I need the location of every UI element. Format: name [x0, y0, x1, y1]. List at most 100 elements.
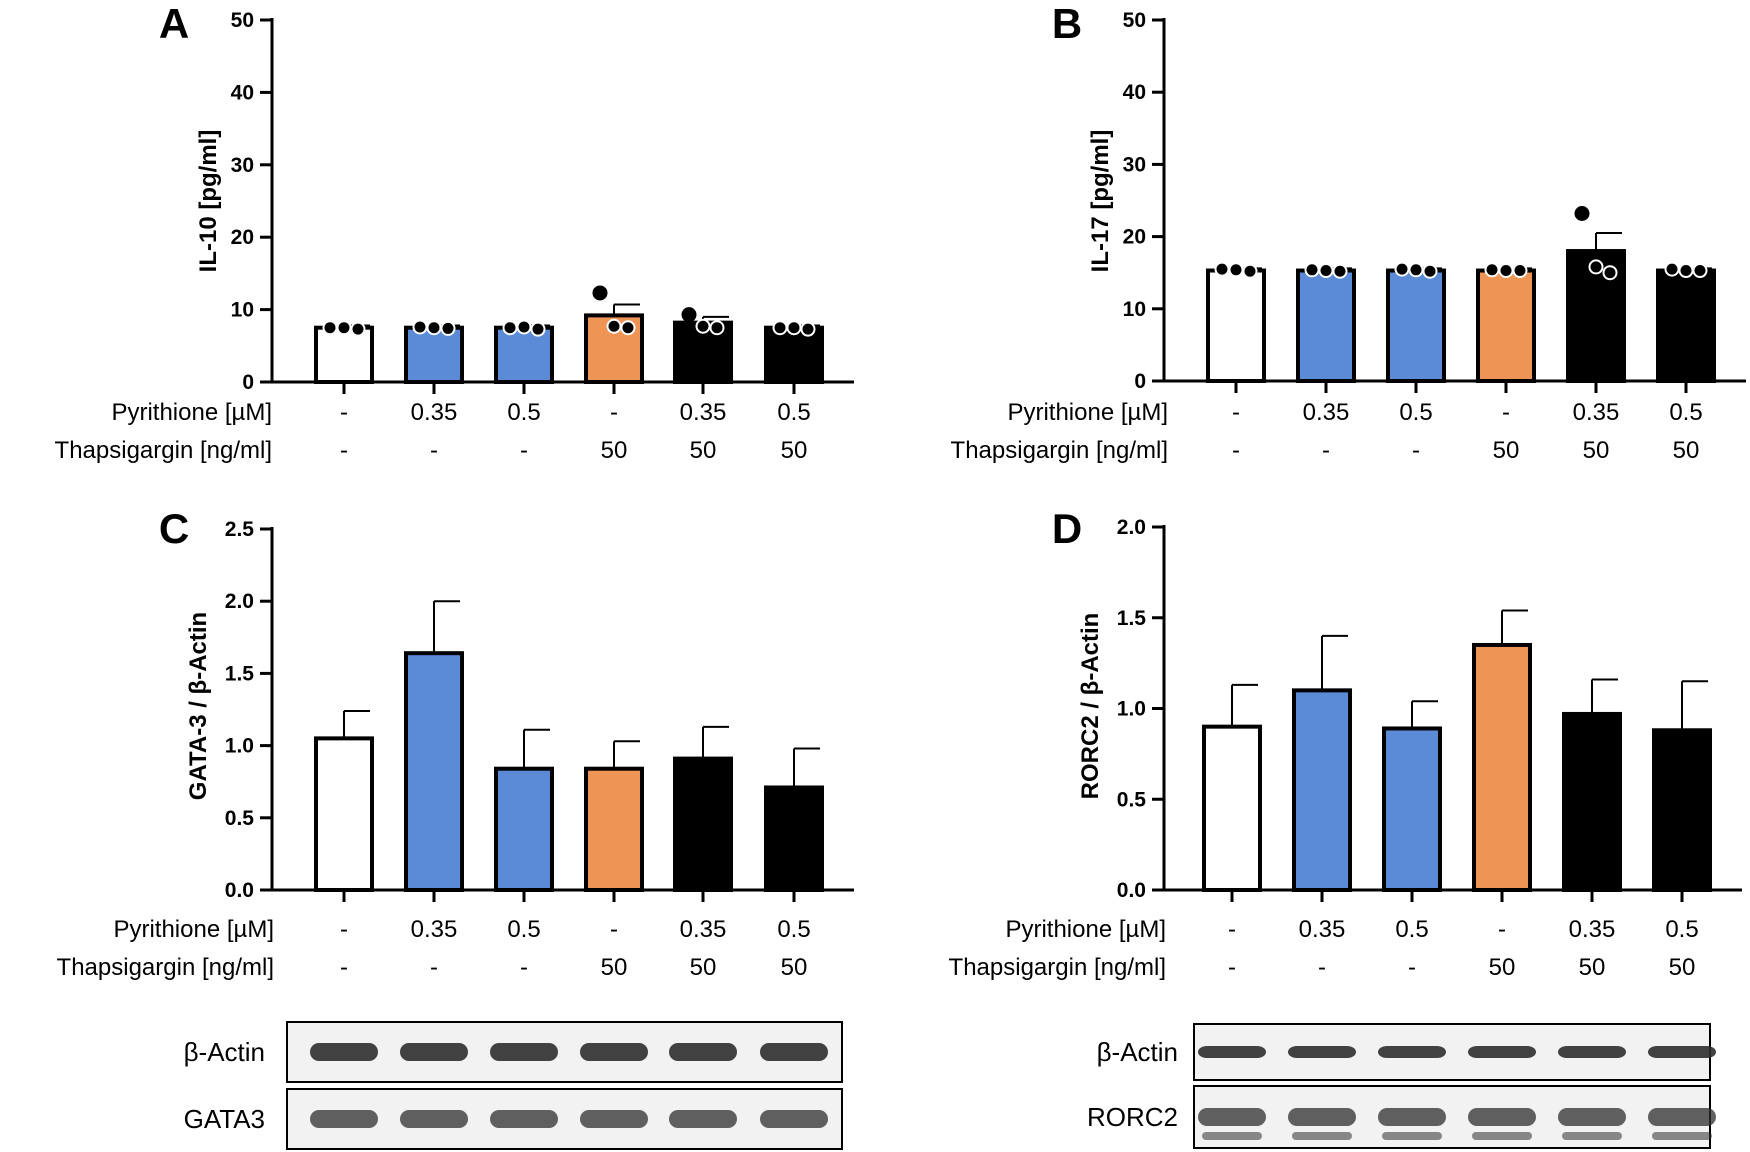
- pyrithione-value: -: [1228, 916, 1236, 943]
- data-point: [786, 320, 802, 336]
- blot-band: [1558, 1108, 1626, 1126]
- bar-1: [314, 325, 374, 385]
- pyrithione-value: 0.5: [1669, 399, 1702, 426]
- pyrithione-value: 0.35: [1573, 399, 1620, 426]
- pyrithione-value: 0.5: [507, 399, 540, 426]
- blot-band: [1292, 1132, 1352, 1140]
- data-point: [800, 321, 816, 337]
- thapsigargin-value: 50: [781, 954, 808, 981]
- pyrithione-row-label: Pyrithione [µM]: [1005, 916, 1166, 943]
- blot-strip: [286, 1088, 843, 1150]
- panel-b: B IL-17 [pg/ml] 0 10 20 30 40 50 - - 0.35 - 0.5 - - 50 0…: [951, 0, 1746, 464]
- data-point: [709, 320, 725, 336]
- data-point: [1304, 262, 1320, 278]
- y-tick-label: 10: [231, 299, 254, 322]
- blot-label: β-Actin: [1097, 1037, 1178, 1067]
- blot-label: GATA3: [184, 1104, 265, 1134]
- thapsigargin-value: 50: [781, 437, 808, 464]
- y-tick-label: 1.0: [1117, 698, 1146, 721]
- blot-strip: [286, 1021, 843, 1083]
- blot-band: [490, 1043, 558, 1061]
- pyrithione-row-label: Pyrithione [µM]: [1007, 399, 1168, 426]
- blot-band: [1378, 1046, 1446, 1058]
- blot-strip: [1193, 1023, 1711, 1081]
- blot-band: [1648, 1046, 1716, 1058]
- blot-band: [1472, 1132, 1532, 1140]
- data-point: [502, 320, 518, 336]
- data-point: [1408, 262, 1424, 278]
- blot-label: RORC2: [1087, 1102, 1178, 1132]
- blot-band: [1558, 1046, 1626, 1058]
- y-tick-label: 2.0: [225, 590, 254, 613]
- y-axis-title: IL-17 [pg/ml]: [1087, 130, 1114, 273]
- panel-d: D RORC2 / β-Actin 0.0 0.5 1.0 1.5 2.0 - - 0.35 - 0.…: [949, 505, 1742, 981]
- thapsigargin-value: 50: [690, 954, 717, 981]
- thapsigargin-value: -: [1232, 437, 1240, 464]
- bar-6: [764, 325, 824, 385]
- thapsigargin-value: -: [340, 954, 348, 981]
- blot-band: [400, 1043, 468, 1061]
- blot-band: [1378, 1108, 1446, 1126]
- thapsigargin-value: -: [1408, 954, 1416, 981]
- pyrithione-value: 0.35: [411, 399, 458, 426]
- blot-band: [310, 1110, 378, 1128]
- data-point: [412, 319, 428, 335]
- data-point: [1692, 263, 1708, 279]
- data-point: [530, 321, 546, 337]
- data-point: [1574, 205, 1590, 221]
- pyrithione-value: -: [1502, 399, 1510, 426]
- panel-a: A IL-10 [pg/ml] 0 10 20 30 40 50 - - 0.35 - 0.5 - - 50 0…: [55, 0, 854, 464]
- y-tick-label: 2.5: [225, 518, 255, 541]
- y-tick-label: 0: [242, 371, 254, 394]
- pyrithione-value: -: [610, 399, 618, 426]
- thapsigargin-value: 50: [1489, 954, 1516, 981]
- data-point: [350, 321, 366, 337]
- blot-band: [1198, 1046, 1266, 1058]
- bar-2: [1296, 268, 1356, 383]
- thapsigargin-value: -: [1322, 437, 1330, 464]
- pyrithione-value: 0.5: [777, 916, 810, 943]
- pyrithione-value: 0.5: [1395, 916, 1428, 943]
- data-point: [1512, 263, 1528, 279]
- data-point: [695, 318, 711, 334]
- y-axis-title: IL-10 [pg/ml]: [195, 130, 222, 273]
- bar-6: [1656, 268, 1716, 383]
- y-axis-title: GATA-3 / β-Actin: [185, 612, 212, 800]
- blot-band: [669, 1043, 737, 1061]
- data-point: [1394, 261, 1410, 277]
- blot-band: [1198, 1108, 1266, 1126]
- blot-band: [1648, 1108, 1716, 1126]
- bar-5: [673, 756, 733, 893]
- panel-letter: B: [1052, 0, 1082, 47]
- blot-band: [1652, 1132, 1712, 1140]
- thapsigargin-value: 50: [690, 437, 717, 464]
- pyrithione-row-label: Pyrithione [µM]: [111, 399, 272, 426]
- western-blot-c: β-Actin GATA3: [184, 1021, 843, 1150]
- pyrithione-value: 0.35: [1303, 399, 1350, 426]
- data-point: [620, 320, 636, 336]
- y-tick-label: 0.5: [225, 807, 255, 830]
- blot-strip: [1193, 1085, 1711, 1149]
- panel-letter: D: [1052, 505, 1082, 552]
- thapsigargin-value: 50: [1583, 437, 1610, 464]
- bar-6: [1652, 728, 1712, 893]
- data-point: [440, 320, 456, 336]
- thapsigargin-value: 50: [1673, 437, 1700, 464]
- data-point: [1588, 259, 1604, 275]
- blot-band: [490, 1110, 558, 1128]
- y-tick-label: 50: [1123, 9, 1146, 32]
- y-tick-label: 0: [1134, 370, 1146, 393]
- thapsigargin-row-label: Thapsigargin [ng/ml]: [57, 954, 274, 981]
- pyrithione-value: -: [1232, 399, 1240, 426]
- bar-1: [1206, 268, 1266, 383]
- blot-band: [580, 1043, 648, 1061]
- blot-band: [760, 1043, 828, 1061]
- blot-band: [1288, 1108, 1356, 1126]
- data-point: [1214, 261, 1230, 277]
- data-point: [681, 307, 697, 323]
- blot-band: [760, 1110, 828, 1128]
- data-point: [1228, 262, 1244, 278]
- panel-letter: C: [159, 505, 189, 552]
- pyrithione-value: 0.35: [680, 916, 727, 943]
